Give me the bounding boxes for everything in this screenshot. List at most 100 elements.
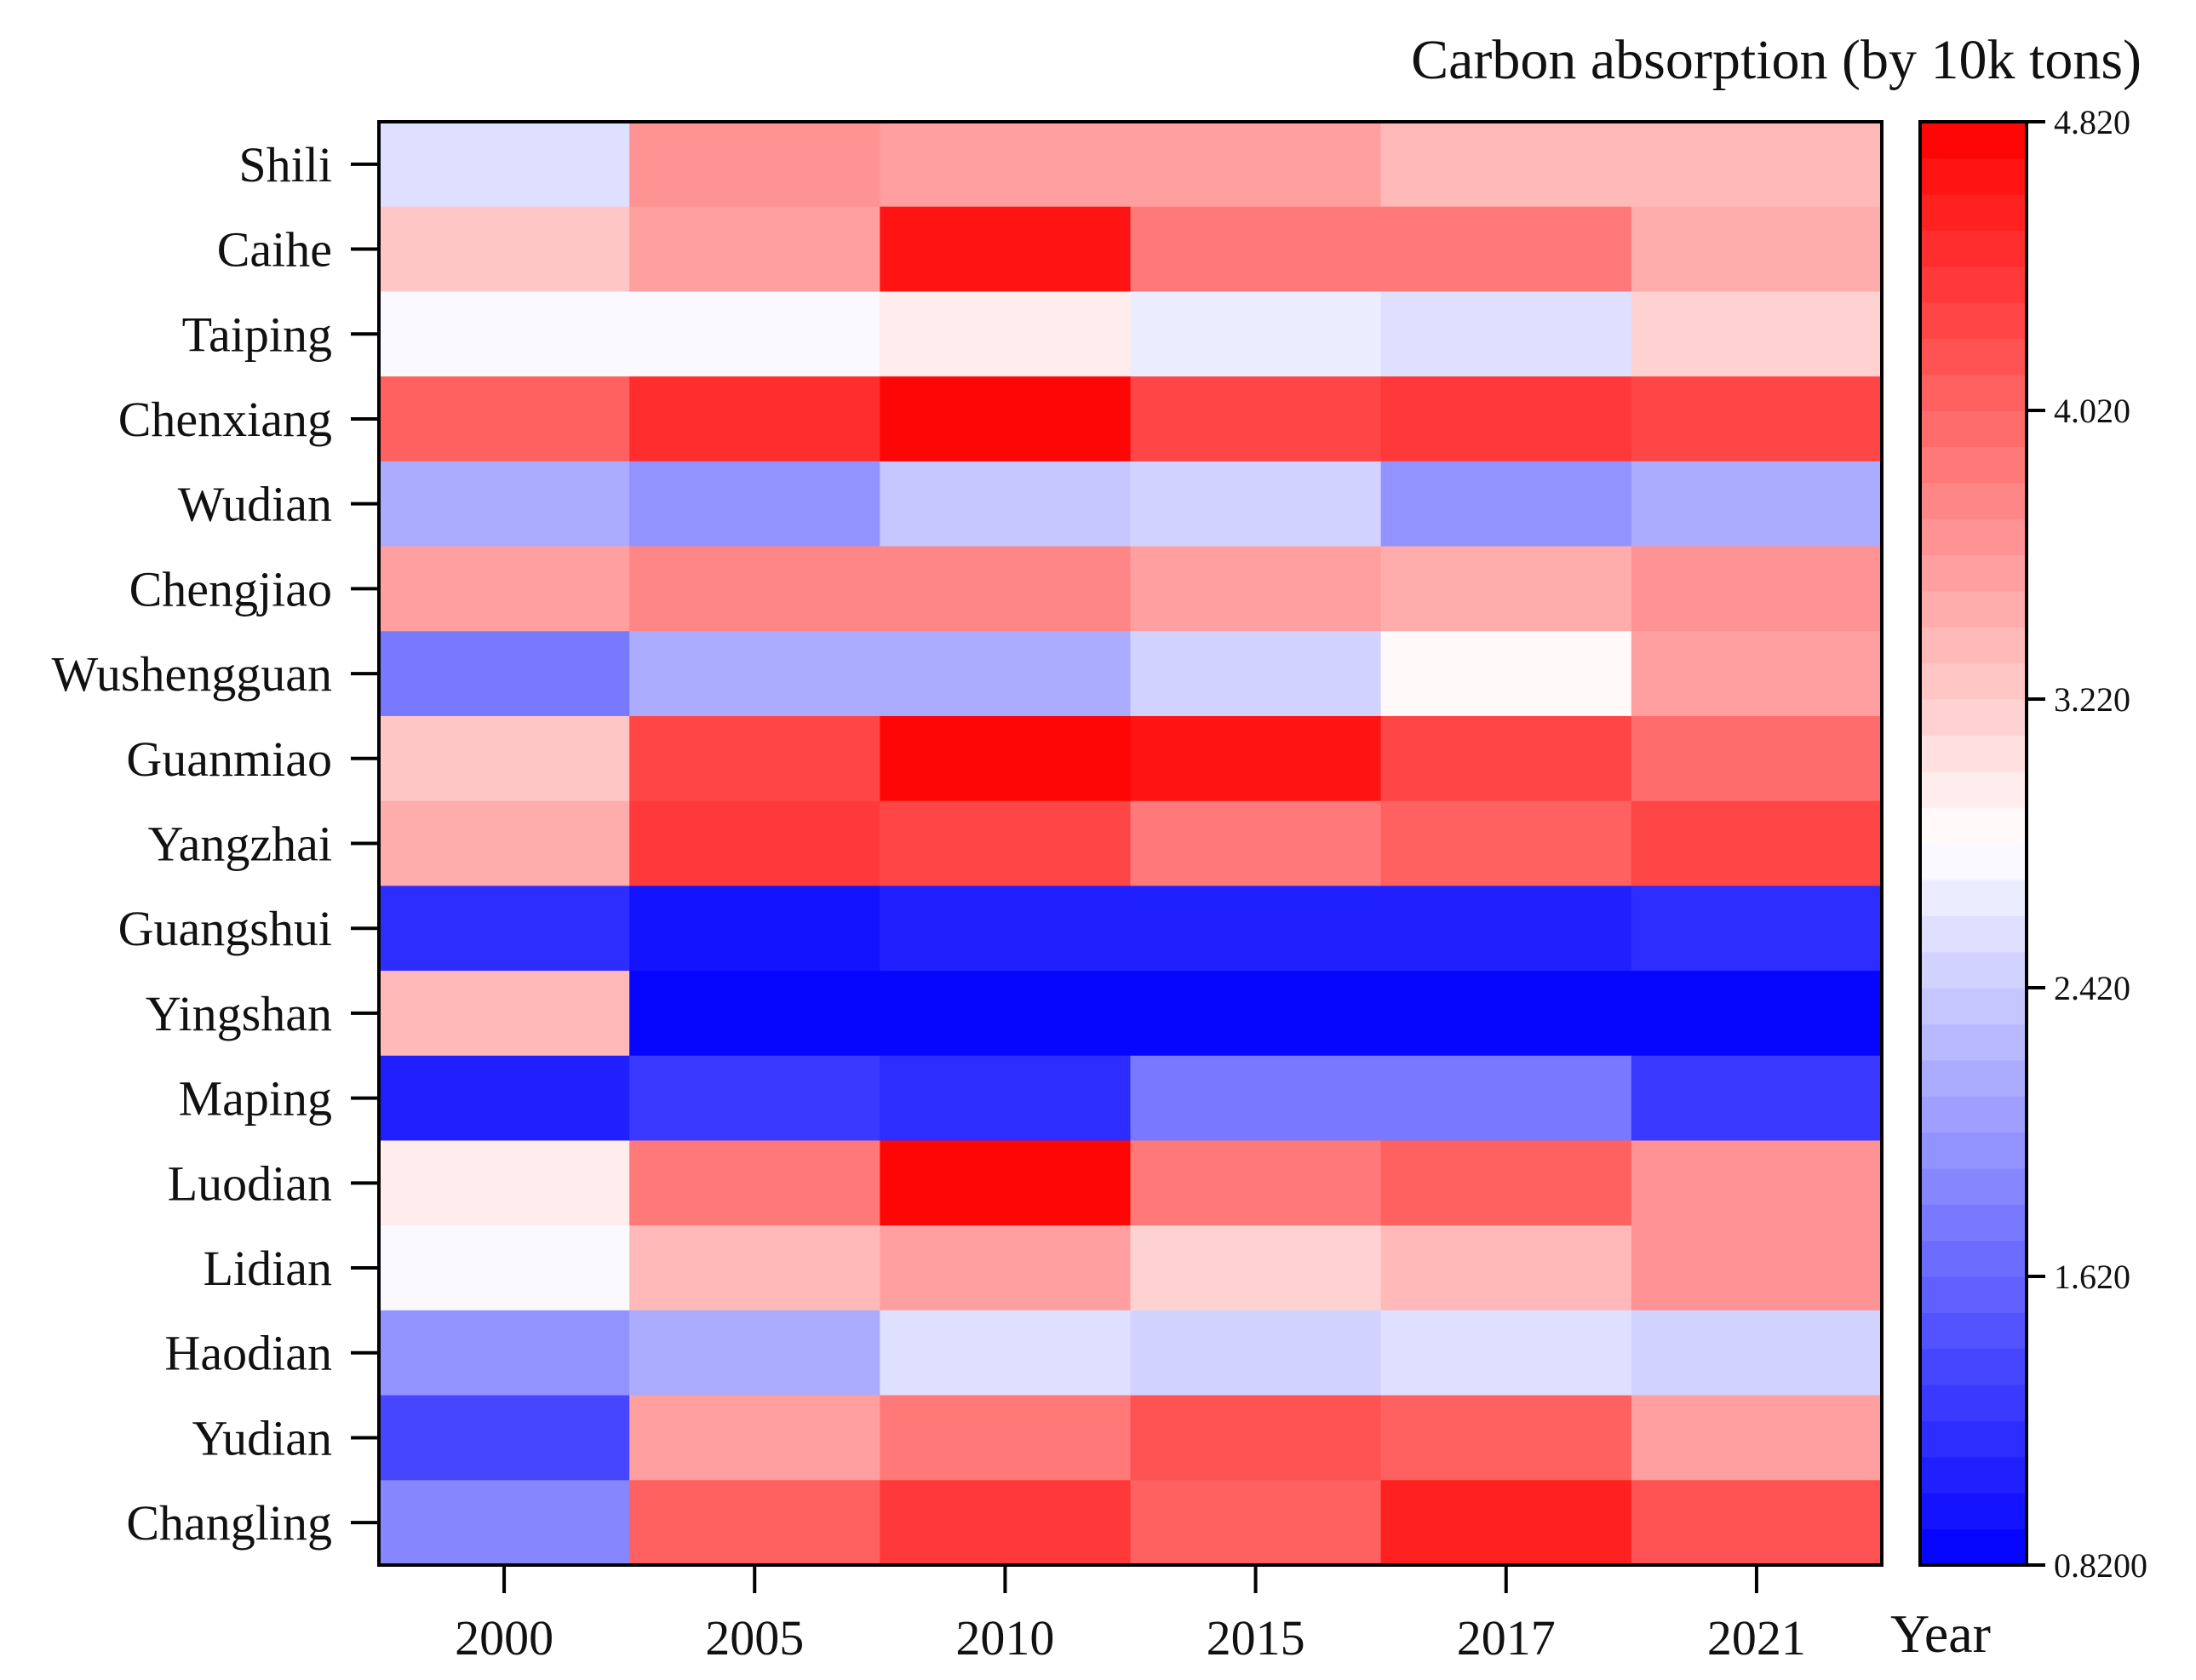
colorbar-tick-label: 0.8200 <box>2054 1546 2147 1585</box>
heatmap-cell <box>1380 800 1632 886</box>
heatmap-cell <box>1130 1310 1382 1396</box>
heatmap-cell <box>1380 631 1632 717</box>
heatmap-cell <box>1130 1055 1382 1142</box>
colorbar-level <box>1920 735 2027 772</box>
heatmap-cell <box>379 1310 630 1396</box>
heatmap-cell <box>379 546 630 632</box>
y-tick-label: Luodian <box>168 1155 332 1211</box>
colorbar-level <box>1920 662 2027 700</box>
heatmap-cell <box>1130 546 1382 632</box>
colorbar-ticks: 0.8200 1.620 2.420 3.220 4.020 4.820 <box>2027 103 2147 1585</box>
x-tick-label: 2005 <box>705 1610 804 1666</box>
heatmap-cell <box>880 971 1132 1057</box>
heatmap-cell <box>1631 122 1883 208</box>
heatmap-cell <box>379 715 630 802</box>
colorbar-level <box>1920 482 2027 519</box>
colorbar-tick-label: 4.020 <box>2054 392 2130 430</box>
colorbar-level <box>1920 879 2027 916</box>
heatmap-cell <box>1631 206 1883 293</box>
heatmap-cell <box>379 1055 630 1142</box>
heatmap-cell <box>1130 715 1382 802</box>
heatmap-cell <box>379 206 630 293</box>
heatmap-cell <box>1380 122 1632 208</box>
heatmap-cell <box>1130 800 1382 886</box>
heatmap-cell <box>629 122 880 208</box>
heatmap-cell <box>1380 376 1632 462</box>
heatmap-cell <box>379 376 630 462</box>
heatmap-cell <box>1631 1225 1883 1311</box>
heatmap-cell <box>379 122 630 208</box>
heatmap-cell <box>1631 1055 1883 1142</box>
heatmap-cell <box>1380 461 1632 548</box>
y-tick-label: Maping <box>179 1071 332 1127</box>
heatmap-cell <box>1130 1395 1382 1481</box>
heatmap-cell <box>629 1140 880 1226</box>
colorbar-level <box>1920 1204 2027 1241</box>
colorbar-level <box>1920 1276 2027 1313</box>
colorbar-level <box>1920 410 2027 447</box>
colorbar-level <box>1920 807 2027 845</box>
heatmap-cell <box>1130 1225 1382 1311</box>
colorbar-tick-label: 1.620 <box>2054 1258 2130 1296</box>
heatmap-cell <box>379 631 630 717</box>
heatmap-cell <box>1380 971 1632 1057</box>
heatmap-cell <box>880 886 1132 972</box>
colorbar-level <box>1920 301 2027 339</box>
heatmap-cell <box>1130 291 1382 377</box>
heatmap-cell <box>1380 1225 1632 1311</box>
colorbar-tick-label: 3.220 <box>2054 680 2130 719</box>
colorbar-level <box>1920 1385 2027 1422</box>
heatmap-cell <box>1380 291 1632 377</box>
colorbar-title: Carbon absorption (by 10k tons) <box>1411 29 2142 91</box>
colorbar-level <box>1920 1096 2027 1133</box>
heatmap-cell <box>379 1225 630 1311</box>
colorbar-level <box>1920 590 2027 628</box>
heatmap-cell <box>880 291 1132 377</box>
heatmap-cell <box>880 715 1132 802</box>
x-axis-label: Year <box>1890 1603 1991 1664</box>
heatmap-cell <box>880 122 1132 208</box>
heatmap-cell <box>880 376 1132 462</box>
heatmap-cell <box>880 800 1132 886</box>
heatmap-cells <box>379 122 1883 1566</box>
colorbar-level <box>1920 627 2027 664</box>
heatmap-cell <box>1631 291 1883 377</box>
x-tick-label: 2021 <box>1707 1610 1806 1666</box>
heatmap-cell <box>1130 1140 1382 1226</box>
heatmap-cell <box>1130 461 1382 548</box>
colorbar-level <box>1920 1420 2027 1458</box>
heatmap-cell <box>1380 1310 1632 1396</box>
heatmap-cell <box>629 206 880 293</box>
heatmap-cell <box>1631 715 1883 802</box>
colorbar-level <box>1920 951 2027 989</box>
colorbar-level <box>1920 122 2027 158</box>
colorbar-level <box>1920 158 2027 195</box>
heatmap-cell <box>379 800 630 886</box>
heatmap-cell <box>1631 461 1883 548</box>
heatmap-cell <box>1130 1480 1382 1566</box>
colorbar-level <box>1920 374 2027 411</box>
colorbar-level <box>1920 1059 2027 1097</box>
heatmap-cell <box>880 1310 1132 1396</box>
colorbar-level <box>1920 1240 2027 1277</box>
heatmap-cell <box>379 1140 630 1226</box>
heatmap-cell <box>629 376 880 462</box>
heatmap-cell <box>379 461 630 548</box>
x-tick-label: 2015 <box>1207 1610 1305 1666</box>
heatmap-cell <box>880 631 1132 717</box>
colorbar-level <box>1920 771 2027 808</box>
heatmap-cell <box>1380 886 1632 972</box>
heatmap-cell <box>629 1055 880 1142</box>
y-tick-label: Guangshui <box>118 901 332 956</box>
heatmap-cell <box>629 800 880 886</box>
colorbar-level <box>1920 266 2027 303</box>
colorbar-level <box>1920 1528 2027 1566</box>
heatmap-cell <box>1631 546 1883 632</box>
heatmap-cell <box>1631 631 1883 717</box>
heatmap-cell <box>1631 971 1883 1057</box>
colorbar-level <box>1920 519 2027 556</box>
colorbar-level <box>1920 1456 2027 1494</box>
heatmap-cell <box>1130 886 1382 972</box>
colorbar-level <box>1920 446 2027 484</box>
